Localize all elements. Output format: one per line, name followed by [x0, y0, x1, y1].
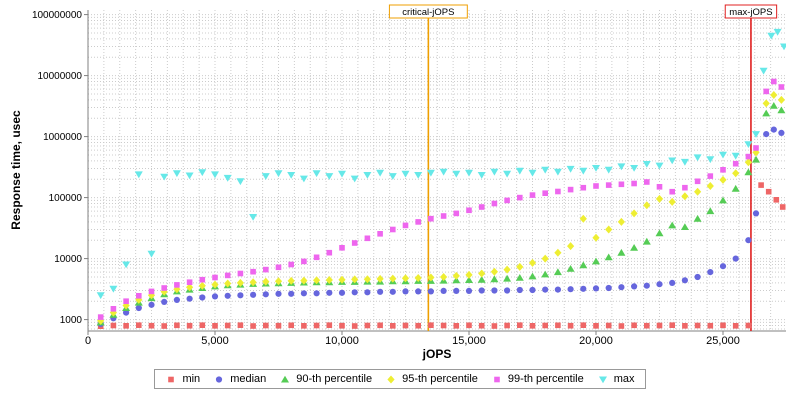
legend: min median 90-th percentile 95-th percentil…	[154, 369, 646, 389]
series-99-th-percentile	[97, 78, 785, 320]
svg-text:1000000: 1000000	[43, 132, 82, 143]
legend-item-99-th-percentile: 99-th percentile	[491, 373, 584, 385]
svg-text:5,000: 5,000	[201, 335, 229, 347]
svg-text:100000000: 100000000	[32, 10, 82, 21]
legend-item-90-th-percentile: 90-th percentile	[279, 373, 372, 385]
triangle-marker-icon	[281, 375, 290, 383]
series-median	[97, 126, 785, 327]
legend-label: 90-th percentile	[296, 373, 373, 385]
circle-marker-icon	[216, 376, 223, 383]
legend-label: min	[182, 373, 201, 385]
svg-text:100000: 100000	[49, 193, 83, 204]
legend-item-max: max	[597, 373, 635, 385]
svg-text:10000000: 10000000	[38, 71, 83, 82]
svg-text:critical-jOPS: critical-jOPS	[402, 7, 454, 18]
legend-label: 99-th percentile	[507, 373, 584, 385]
svg-text:max-jOPS: max-jOPS	[729, 7, 772, 18]
legend-item-min: min	[165, 373, 200, 385]
x-axis-title: jOPS	[422, 347, 452, 361]
legend-item-95-th-percentile: 95-th percentile	[385, 373, 478, 385]
square-marker-icon	[494, 376, 500, 383]
plot-area: 0 5,000 10,000 15,000 20,000 25,000 1000 10000 1…	[32, 4, 786, 347]
y-axis-title: Response time, usec	[9, 110, 23, 230]
legend-label: 95-th percentile	[402, 373, 478, 385]
svg-text:25,000: 25,000	[706, 335, 740, 347]
svg-text:15,000: 15,000	[452, 335, 486, 347]
square-marker-icon	[168, 376, 175, 383]
svg-text:10,000: 10,000	[325, 335, 359, 347]
legend-item-median: median	[213, 373, 266, 385]
series-max	[96, 28, 786, 300]
triangle-down-marker-icon	[598, 376, 607, 384]
svg-text:1000: 1000	[60, 315, 83, 326]
legend-label: median	[230, 373, 267, 385]
svg-text:10000: 10000	[54, 254, 82, 265]
legend-label: max	[613, 373, 635, 385]
series-min	[97, 182, 786, 329]
svg-text:0: 0	[85, 335, 91, 347]
legend-row: min median 90-th percentile 95-th percentil…	[0, 369, 800, 389]
svg-text:20,000: 20,000	[579, 335, 613, 347]
diamond-marker-icon	[387, 375, 395, 384]
